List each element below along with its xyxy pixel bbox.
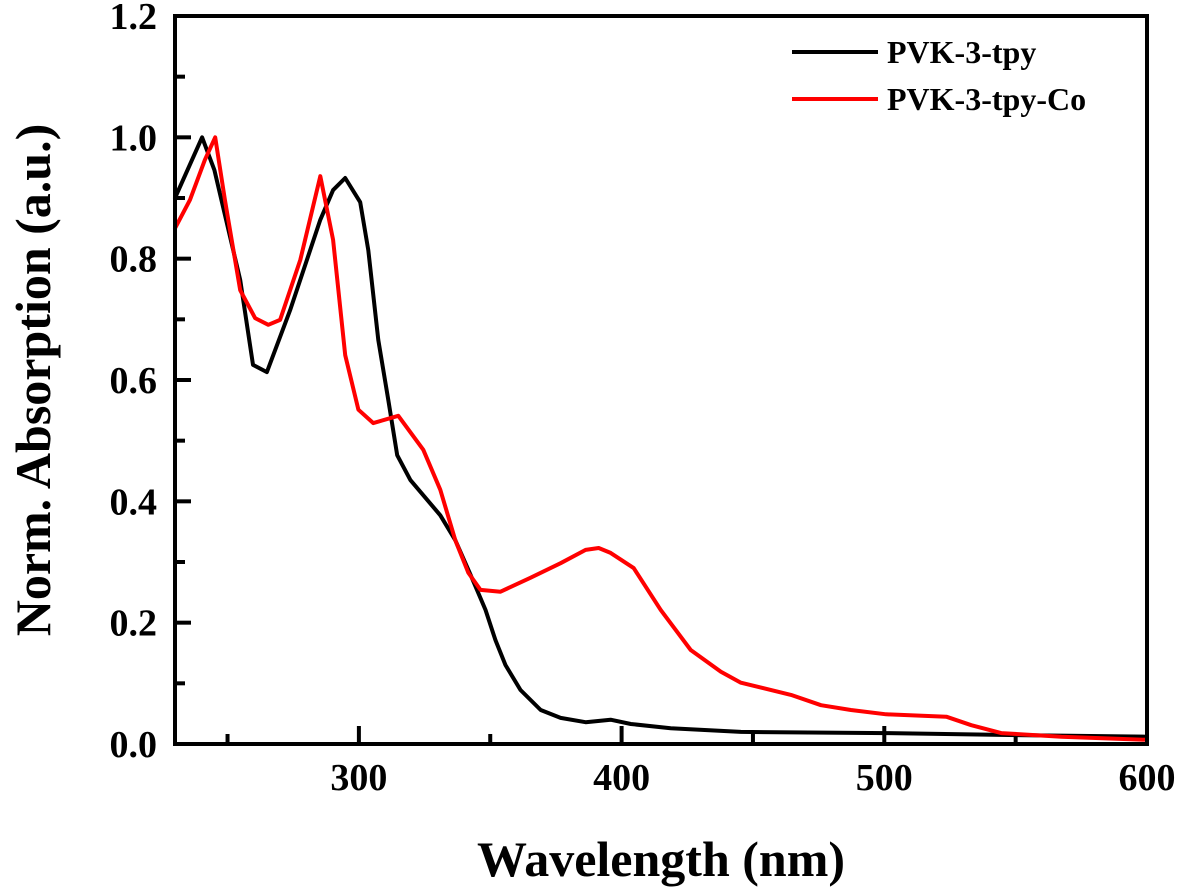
y-tick-label: 1.2 [110,0,158,38]
legend: PVK-3-tpy PVK-3-tpy-Co [792,34,1086,117]
x-tick-label: 500 [856,757,913,799]
x-tick-label: 300 [330,757,387,799]
y-tick-label: 0.4 [110,481,158,523]
y-tick-label: 1.0 [110,117,158,159]
x-axis-title: Wavelength (nm) [477,831,845,887]
series-layer [173,135,1149,742]
labels-layer: 300 400 500 600 0.0 0.2 0.4 0.6 0.8 1.0 1.2 [110,0,1176,799]
y-tick-label: 0.0 [110,724,158,766]
series-line-pvk-3-tpy-co [173,135,1149,742]
ticks-layer [175,14,1149,746]
legend-label-pvk-3-tpy: PVK-3-tpy [887,34,1036,70]
plot-frame [173,14,1149,746]
y-tick-label: 0.8 [110,239,158,281]
y-tick-label: 0.6 [110,360,158,402]
legend-label-pvk-3-tpy-co: PVK-3-tpy-Co [887,81,1086,117]
x-tick-label: 600 [1119,757,1176,799]
x-tick-label: 400 [593,757,650,799]
y-tick-label: 0.2 [110,603,158,645]
y-axis-title: Norm. Absorption (a.u.) [5,124,61,637]
series-line-pvk-3-tpy [173,135,1149,739]
